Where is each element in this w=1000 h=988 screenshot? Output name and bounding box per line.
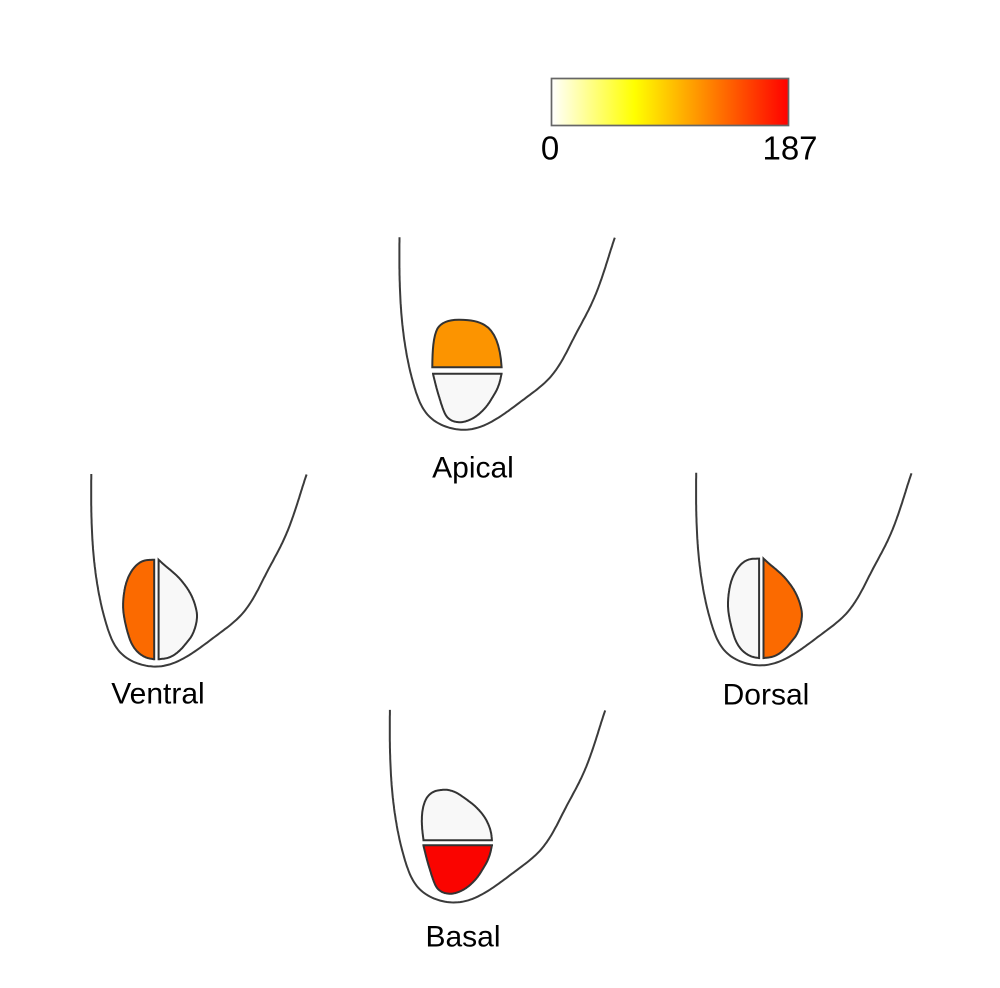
svg-text:Ventral: Ventral — [111, 677, 204, 710]
svg-text:Apical: Apical — [432, 451, 514, 484]
svg-text:187: 187 — [762, 130, 817, 167]
svg-text:Basal: Basal — [425, 921, 500, 954]
svg-text:0: 0 — [541, 130, 559, 167]
svg-text:Dorsal: Dorsal — [723, 679, 810, 712]
